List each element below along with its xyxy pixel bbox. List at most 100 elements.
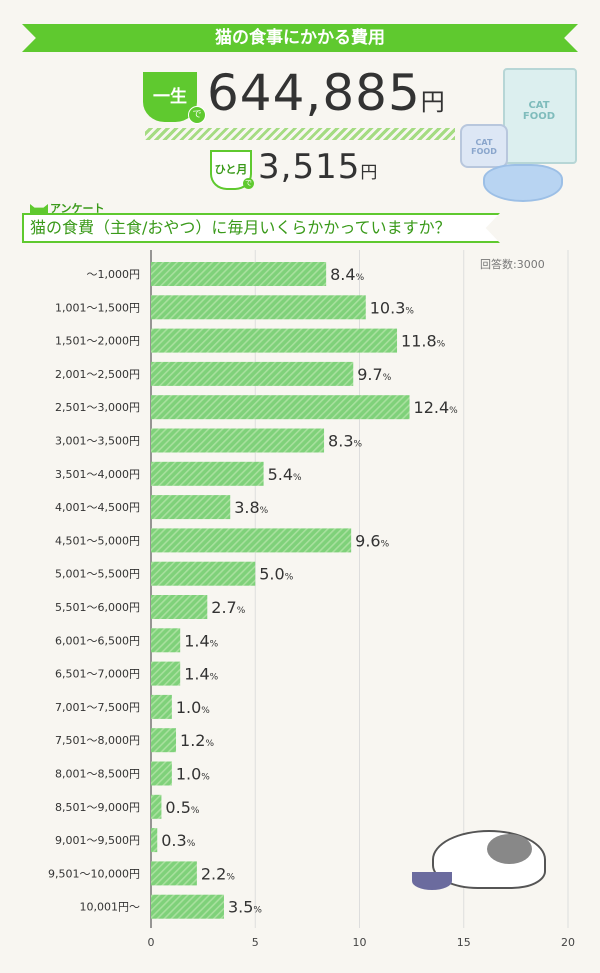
value-label: 2.2%	[201, 864, 235, 883]
bar	[151, 395, 410, 420]
value-label: 1.0%	[176, 698, 210, 717]
value-label: 2.7%	[211, 598, 245, 617]
bar	[151, 761, 172, 786]
value-label: 5.4%	[268, 465, 302, 484]
category-label: 4,001〜4,500円	[55, 501, 140, 514]
category-label: 9,501〜10,000円	[48, 867, 140, 880]
bar	[151, 861, 197, 886]
cat-food-bag-illustration: CAT FOOD	[503, 68, 577, 164]
monthly-amount: 3,515円	[258, 147, 379, 187]
bar	[151, 694, 172, 719]
bar	[151, 262, 327, 286]
value-label: 11.8%	[401, 332, 446, 351]
header-banner: 猫の食事にかかる費用	[22, 24, 578, 52]
category-label: 2,501〜3,000円	[55, 401, 140, 414]
bar	[151, 361, 354, 386]
x-tick-label: 20	[561, 936, 575, 949]
value-label: 1.4%	[184, 631, 218, 650]
value-unit: %	[253, 906, 262, 916]
value-label: 8.3%	[328, 432, 362, 451]
food-bowl-illustration	[483, 164, 563, 202]
bar	[151, 595, 208, 619]
category-label: 1,501〜2,000円	[55, 335, 140, 348]
value-label: 10.3%	[370, 298, 415, 317]
category-label: 2,001〜2,500円	[55, 368, 140, 381]
value-unit: %	[356, 273, 365, 283]
lifetime-badge: 一生	[143, 72, 197, 122]
category-label: 〜1,000円	[87, 268, 141, 281]
value-unit: %	[201, 706, 210, 716]
bar	[151, 628, 181, 653]
survey-tag: アンケート	[50, 202, 105, 215]
category-label: 6,001〜6,500円	[55, 634, 140, 647]
bar	[151, 328, 398, 353]
value-label: 12.4%	[414, 398, 459, 417]
lifetime-badge-suffix: で	[188, 106, 206, 124]
value-unit: %	[201, 773, 210, 783]
value-label: 9.6%	[355, 531, 389, 550]
x-tick-label: 0	[148, 936, 155, 949]
category-label: 7,501〜8,000円	[55, 734, 140, 747]
value-label: 9.7%	[357, 365, 391, 384]
bar	[151, 561, 256, 586]
monthly-badge-suffix: で	[243, 178, 254, 189]
bar	[151, 295, 366, 320]
value-unit: %	[437, 340, 446, 350]
value-unit: %	[191, 806, 200, 816]
bar	[151, 495, 231, 520]
survey-question: 猫の食費（主食/おやつ）に毎月いくらかかっていますか？	[22, 213, 500, 243]
value-unit: %	[210, 639, 219, 649]
category-label: 10,001円〜	[80, 901, 141, 914]
value-unit: %	[405, 306, 414, 316]
respondent-count: 回答数:3000	[480, 258, 545, 271]
category-label: 8,001〜8,500円	[55, 768, 140, 781]
value-unit: %	[260, 506, 269, 516]
bar	[151, 828, 158, 853]
value-label: 1.0%	[176, 765, 210, 784]
value-label: 0.5%	[165, 798, 199, 817]
value-unit: %	[237, 606, 246, 616]
bar	[151, 661, 181, 686]
x-tick-label: 5	[252, 936, 259, 949]
category-label: 5,001〜5,500円	[55, 568, 140, 581]
value-label: 3.8%	[234, 498, 268, 517]
category-label: 8,501〜9,000円	[55, 801, 140, 814]
value-unit: %	[210, 673, 219, 683]
cat-ear-icon	[30, 204, 48, 213]
category-label: 1,001〜1,500円	[55, 301, 140, 314]
value-unit: %	[187, 839, 196, 849]
value-label: 1.4%	[184, 665, 218, 684]
value-unit: %	[205, 739, 214, 749]
divider-hatch	[145, 128, 455, 140]
value-unit: %	[383, 373, 392, 383]
value-label: 5.0%	[259, 565, 293, 584]
category-label: 7,001〜7,500円	[55, 701, 140, 714]
value-unit: %	[226, 872, 235, 882]
category-label: 5,501〜6,000円	[55, 601, 140, 614]
value-label: 1.2%	[180, 731, 214, 750]
bar	[151, 428, 325, 453]
category-label: 3,001〜3,500円	[55, 435, 140, 448]
value-unit: %	[381, 539, 390, 549]
category-label: 9,001〜9,500円	[55, 834, 140, 847]
cat-food-can-illustration: CAT FOOD	[460, 124, 508, 168]
value-unit: %	[354, 440, 363, 450]
bar	[151, 728, 177, 753]
x-tick-label: 10	[353, 936, 367, 949]
bar	[151, 794, 162, 819]
eating-cat-illustration	[412, 830, 552, 892]
value-label: 0.3%	[161, 831, 195, 850]
bar	[151, 461, 264, 486]
lifetime-amount: 644,885円	[207, 64, 446, 122]
value-unit: %	[293, 473, 302, 483]
value-unit: %	[449, 406, 458, 416]
value-unit: %	[285, 573, 294, 583]
category-label: 3,501〜4,000円	[55, 468, 140, 481]
bar	[151, 528, 352, 553]
bar	[151, 894, 224, 919]
x-tick-label: 15	[457, 936, 471, 949]
category-label: 6,501〜7,000円	[55, 668, 140, 681]
value-label: 3.5%	[228, 898, 262, 917]
